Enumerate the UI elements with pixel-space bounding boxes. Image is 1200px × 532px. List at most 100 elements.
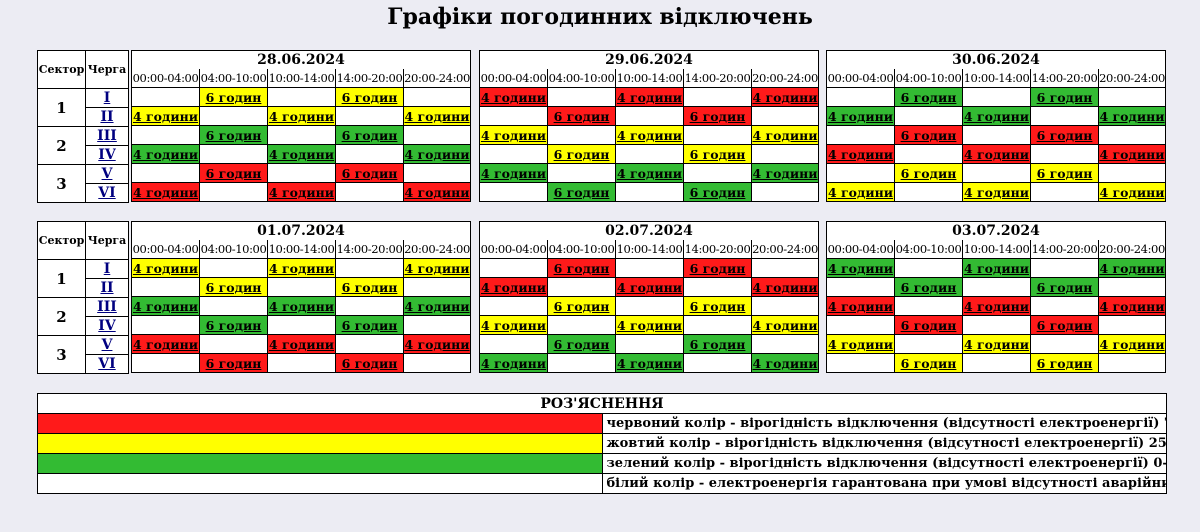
outage-cell: 4 години [402, 334, 472, 354]
outage-cell: 4 години [615, 315, 684, 335]
outage-cell [826, 163, 895, 183]
outage-duration: 6 годин [900, 317, 957, 333]
outage-cell [826, 353, 895, 373]
queue-link[interactable]: V [101, 337, 113, 353]
outage-cell [479, 334, 548, 354]
legend-color-swatch [37, 413, 603, 434]
outage-duration: 4 години [480, 127, 547, 143]
queue-link[interactable]: I [103, 90, 111, 106]
outage-duration: 4 години [616, 355, 683, 371]
outage-cell: 6 годин [1030, 353, 1099, 373]
queue-cell: II [85, 107, 129, 127]
outage-duration: 4 години [268, 298, 335, 314]
outage-cell: 4 години [826, 334, 895, 354]
outage-cell: 6 годин [335, 315, 404, 335]
outage-cell [335, 182, 404, 202]
outage-cell: 4 години [1097, 182, 1167, 202]
outage-duration: 4 години [827, 146, 894, 162]
outage-duration: 6 годин [900, 127, 957, 143]
queue-link[interactable]: I [103, 261, 111, 277]
sector-queue-table: Сектор Черга 1 I II 2 III IV 3 V VI [37, 50, 129, 203]
outage-duration: 4 години [404, 146, 470, 162]
outage-cell: 4 години [131, 144, 200, 164]
queue-link[interactable]: II [100, 280, 114, 296]
outage-cell [199, 296, 268, 316]
schedule-date: 03.07.2024 [825, 221, 1167, 240]
outage-duration: 4 години [132, 336, 199, 352]
outage-duration: 4 години [404, 336, 470, 352]
queue-link[interactable]: IV [98, 147, 116, 163]
outage-cell [199, 106, 268, 126]
outage-duration: 4 години [963, 298, 1030, 314]
outage-cell: 6 годин [547, 334, 616, 354]
outage-duration: 4 години [752, 89, 818, 105]
legend-text: червоний колір - вірогідність відключенн… [601, 413, 1167, 434]
legend-color-swatch [37, 473, 603, 494]
outage-cell: 4 години [479, 315, 548, 335]
outage-duration: 4 години [480, 89, 547, 105]
outage-cell [267, 125, 336, 145]
outage-duration: 4 години [480, 355, 547, 371]
outage-duration: 4 години [963, 336, 1030, 352]
queue-link[interactable]: III [97, 128, 117, 144]
day-schedule-table: 29.06.2024 00:00-04:00 04:00-10:00 10:00-14… [478, 50, 820, 202]
outage-cell: 4 години [267, 296, 336, 316]
sector-queue-table: Сектор Черга 1 I II 2 III IV 3 V VI [37, 221, 129, 374]
outage-cell [750, 258, 820, 278]
outage-duration: 4 години [268, 108, 335, 124]
outage-cell: 4 години [402, 258, 472, 278]
time-slot-header: 14:00-20:00 [1030, 69, 1099, 88]
time-slot-header: 20:00-24:00 [750, 69, 820, 88]
queue-link[interactable]: V [101, 166, 113, 182]
outage-cell [199, 258, 268, 278]
queue-link[interactable]: VI [98, 356, 116, 372]
day-schedule-table: 28.06.2024 00:00-04:00 04:00-10:00 10:00-14… [130, 50, 472, 202]
outage-duration: 6 годин [553, 260, 610, 276]
outage-cell: 6 годин [1030, 87, 1099, 107]
outage-duration: 4 години [480, 165, 547, 181]
queue-link[interactable]: III [97, 299, 117, 315]
time-slot-header: 20:00-24:00 [1097, 240, 1167, 259]
outage-cell [1030, 258, 1099, 278]
queue-cell: I [85, 88, 129, 108]
outage-duration: 4 години [1099, 298, 1165, 314]
outage-cell: 4 години [131, 106, 200, 126]
outage-cell [1097, 87, 1167, 107]
queue-cell: III [85, 297, 129, 317]
outage-cell: 4 години [131, 258, 200, 278]
outage-duration: 6 годин [900, 89, 957, 105]
outage-cell [615, 106, 684, 126]
outage-cell: 6 годин [547, 106, 616, 126]
outage-duration: 6 годин [205, 89, 262, 105]
outage-cell [199, 182, 268, 202]
outage-cell: 4 години [615, 163, 684, 183]
outage-duration: 4 години [268, 336, 335, 352]
outage-duration: 4 години [268, 184, 335, 200]
outage-duration: 6 годин [341, 89, 398, 105]
outage-cell [1097, 277, 1167, 297]
outage-cell: 4 години [962, 258, 1031, 278]
queue-link[interactable]: II [100, 109, 114, 125]
outage-duration: 6 годин [205, 279, 262, 295]
outage-cell: 6 годин [199, 315, 268, 335]
outage-cell: 4 години [962, 106, 1031, 126]
outage-cell: 6 годин [335, 353, 404, 373]
outage-cell [547, 125, 616, 145]
outage-cell: 4 години [267, 106, 336, 126]
time-slot-header: 10:00-14:00 [267, 69, 336, 88]
outage-cell: 4 години [750, 353, 820, 373]
queue-header: Черга [85, 221, 129, 260]
queue-link[interactable]: IV [98, 318, 116, 334]
outage-cell [402, 277, 472, 297]
outage-cell: 4 години [402, 106, 472, 126]
outage-cell: 6 годин [1030, 125, 1099, 145]
time-slot-header: 10:00-14:00 [615, 240, 684, 259]
queue-cell: III [85, 126, 129, 146]
legend-table: РОЗ'ЯСНЕННЯ червоний колір - вірогідніст… [37, 393, 1167, 494]
outage-cell: 6 годин [1030, 315, 1099, 335]
queue-link[interactable]: VI [98, 185, 116, 201]
outage-cell [683, 87, 752, 107]
time-slot-header: 20:00-24:00 [402, 240, 472, 259]
outage-cell: 4 години [962, 334, 1031, 354]
queue-cell: II [85, 278, 129, 298]
